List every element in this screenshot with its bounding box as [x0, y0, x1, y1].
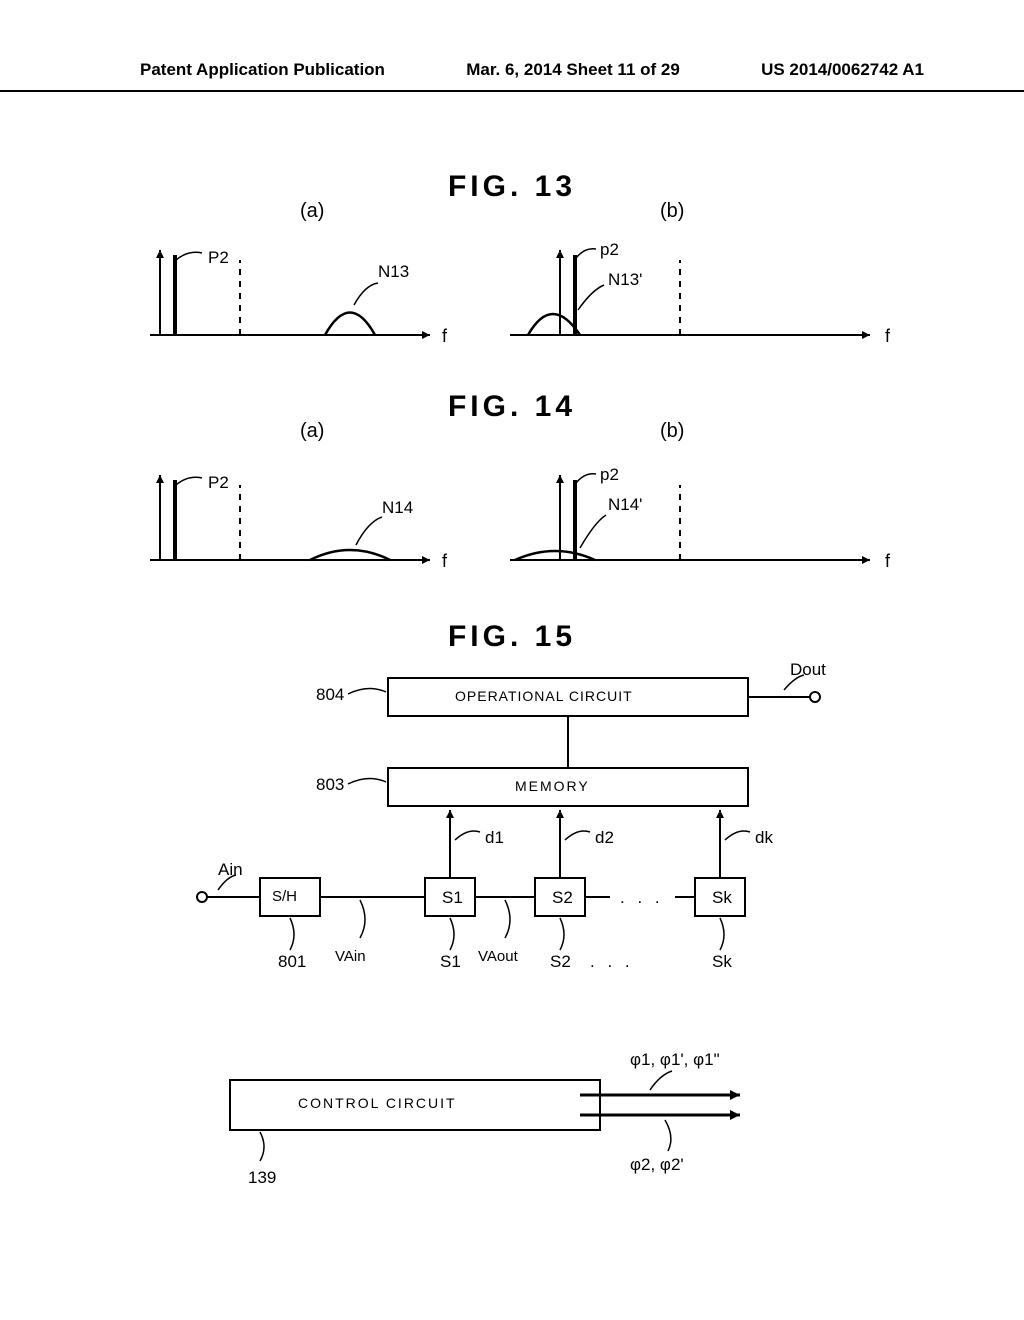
ain-label: Ain — [218, 860, 243, 880]
page-header: Patent Application Publication Mar. 6, 2… — [0, 60, 1024, 92]
phi2-label: φ2, φ2' — [630, 1155, 684, 1175]
fig13-sub-b: (b) — [660, 200, 684, 223]
fig14b-noise-label: N14' — [608, 495, 642, 515]
s2-ref: S2 — [550, 952, 571, 972]
sk-box-label: Sk — [712, 888, 732, 908]
phi1-label: φ1, φ1', φ1" — [630, 1050, 720, 1070]
d2-label: d2 — [595, 828, 614, 848]
fig14-sub-b: (b) — [660, 420, 684, 443]
fig14-title: FIG. 14 — [0, 390, 1024, 424]
s1-box-label: S1 — [442, 888, 463, 908]
control-label: CONTROL CIRCUIT — [298, 1095, 457, 1111]
fig14b-plot — [500, 460, 900, 580]
sh-label: S/H — [272, 888, 297, 905]
fig13-title: FIG. 13 — [0, 170, 1024, 204]
memory-label: MEMORY — [515, 778, 590, 794]
vain-label: VAin — [335, 948, 366, 965]
header-right: US 2014/0062742 A1 — [761, 60, 924, 80]
sk-ref: Sk — [712, 952, 732, 972]
fig14a-x-label: f — [442, 551, 447, 572]
dk-label: dk — [755, 828, 773, 848]
control-block — [220, 1055, 780, 1185]
fig13b-plot — [500, 235, 900, 355]
dout-label: Dout — [790, 660, 826, 680]
ref-803: 803 — [316, 775, 344, 795]
fig13b-peak-label: p2 — [600, 240, 619, 260]
fig13b-noise-label: N13' — [608, 270, 642, 290]
fig14a-peak-label: P2 — [208, 473, 229, 493]
ref-801: 801 — [278, 952, 306, 972]
dots-bottom: . . . — [590, 952, 634, 972]
fig14-sub-a: (a) — [300, 420, 324, 443]
vaout-label: VAout — [478, 948, 518, 965]
fig14a-plot — [140, 460, 460, 580]
fig13a-noise-label: N13 — [378, 262, 409, 282]
ref-139: 139 — [248, 1168, 276, 1188]
fig13b-x-label: f — [885, 326, 890, 347]
op-circuit-label: OPERATIONAL CIRCUIT — [455, 688, 633, 704]
fig14a-noise-label: N14 — [382, 498, 413, 518]
fig13-sub-a: (a) — [300, 200, 324, 223]
fig13a-x-label: f — [442, 326, 447, 347]
s2-box-label: S2 — [552, 888, 573, 908]
fig13a-peak-label: P2 — [208, 248, 229, 268]
fig14b-x-label: f — [885, 551, 890, 572]
dots-label: . . . — [620, 888, 664, 908]
header-left: Patent Application Publication — [140, 60, 385, 80]
header-center: Mar. 6, 2014 Sheet 11 of 29 — [466, 60, 680, 80]
fig15-block-diagram — [150, 660, 890, 1030]
fig14b-peak-label: p2 — [600, 465, 619, 485]
d1-label: d1 — [485, 828, 504, 848]
s1-ref: S1 — [440, 952, 461, 972]
fig15-title: FIG. 15 — [0, 620, 1024, 654]
ref-804: 804 — [316, 685, 344, 705]
fig13a-plot — [140, 235, 460, 355]
